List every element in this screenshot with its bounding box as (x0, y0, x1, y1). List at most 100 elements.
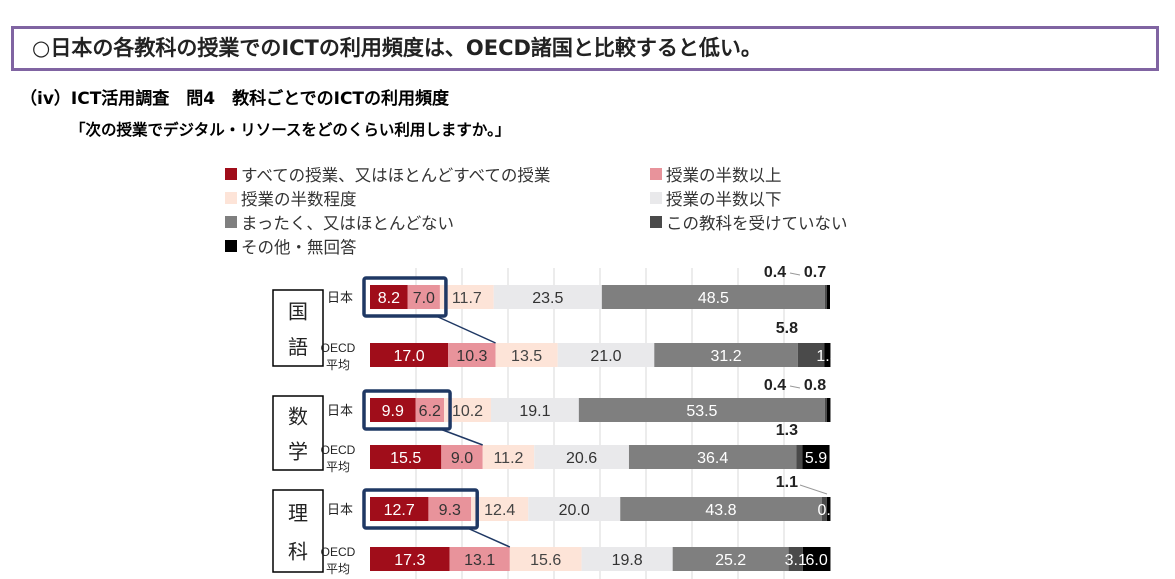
data-label: 9.9 (382, 403, 404, 420)
highlight-box (362, 276, 448, 318)
bar-segment (802, 445, 830, 469)
highlight-connector (439, 428, 483, 446)
legend-item-other: その他・無回答 (225, 234, 357, 258)
data-label: 10.2 (452, 403, 483, 420)
data-label-above: 1.1 (776, 474, 798, 491)
bar-segment (471, 497, 529, 521)
subject-label: 科 (288, 541, 308, 564)
bar-segment (370, 398, 416, 422)
highlight-connector (466, 527, 511, 548)
bar-segment (824, 285, 827, 309)
row-label: 平均 (326, 562, 350, 576)
data-label-above: 0.4 (764, 264, 786, 281)
data-label: 21.0 (590, 348, 621, 365)
data-label: 17.0 (394, 348, 425, 365)
data-label-above: 0.8 (804, 377, 826, 394)
legend-item-never: まったく、又はほとんどない (225, 210, 454, 234)
data-label: 5.9 (805, 450, 827, 467)
bar-segment (581, 547, 673, 571)
bar-segment (797, 343, 825, 367)
row-label: OECD (321, 443, 356, 457)
legend-label: 授業の半数以上 (666, 166, 782, 185)
data-label: 31.2 (710, 348, 741, 365)
bar-segment (490, 398, 579, 422)
subject-label: 学 (288, 441, 308, 464)
bar-segment (448, 343, 496, 367)
bar-segment (788, 547, 803, 571)
highlight-connector (435, 315, 496, 344)
leader-line (789, 272, 801, 276)
legend-label: まったく、又はほとんどない (241, 214, 455, 233)
row-label: 日本 (327, 403, 353, 418)
legend-swatch (225, 168, 237, 180)
data-label: 17.3 (394, 552, 425, 569)
row-label: 平均 (326, 460, 350, 474)
bar-segment (428, 497, 472, 521)
bar-segment (444, 398, 491, 422)
subject-label: 語 (288, 336, 308, 359)
bar-segment (796, 445, 803, 469)
data-label: 48.5 (698, 290, 729, 307)
bar-segment (534, 445, 629, 469)
bar-segment (824, 343, 831, 367)
data-label-above: 5.8 (776, 320, 798, 337)
data-label: 6.0 (806, 552, 828, 569)
data-label: 36.4 (697, 450, 728, 467)
data-label: 25.2 (715, 552, 746, 569)
legend-item-all: すべての授業、又はほとんどすべての授業 (225, 162, 550, 186)
subject-label: 国 (288, 301, 308, 323)
data-label: 10.3 (456, 348, 487, 365)
headline: ○日本の各教科の授業でのICTの利用頻度は、OECD諸国と比較すると低い。 (11, 26, 1159, 71)
row-label: 平均 (326, 358, 350, 372)
legend-swatch (650, 168, 662, 180)
legend-swatch (225, 240, 237, 252)
data-label: 7.0 (413, 290, 435, 307)
bar-segment (415, 398, 445, 422)
bar-segment (407, 285, 440, 309)
data-label: 8.2 (378, 290, 400, 307)
data-label-above: 0.7 (804, 264, 826, 281)
data-label: 19.8 (612, 552, 643, 569)
data-label: 12.4 (484, 502, 515, 519)
data-label: 9.3 (439, 502, 461, 519)
bar-segment (493, 285, 602, 309)
leader-line (799, 484, 828, 495)
bar-segment (620, 497, 822, 521)
subject-box (272, 489, 324, 573)
row-label: 日本 (327, 290, 353, 305)
legend-label: この教科を受けていない (666, 214, 848, 233)
legend-swatch (650, 192, 662, 204)
legend-swatch (225, 192, 237, 204)
data-label: 23.5 (532, 290, 563, 307)
row-label: OECD (321, 341, 356, 355)
data-label: 12.7 (384, 502, 415, 519)
bar-segment (439, 285, 494, 309)
bar-segment (528, 497, 621, 521)
bar-segment (802, 547, 831, 571)
legend-item-about-half: 授業の半数程度 (225, 186, 357, 210)
bar-segment (449, 547, 510, 571)
data-label: 15.6 (530, 552, 561, 569)
bar-segment (628, 445, 797, 469)
bar-segment (370, 547, 450, 571)
highlight-box (362, 389, 452, 431)
data-label: 20.6 (566, 450, 597, 467)
data-label: 53.5 (686, 403, 717, 420)
bar-segment (826, 285, 830, 309)
bar-segment (370, 343, 449, 367)
bar-segment (826, 398, 831, 422)
bar-segment (482, 445, 535, 469)
data-label: 19.1 (519, 403, 550, 420)
legend-swatch (650, 216, 662, 228)
legend-label: その他・無回答 (241, 238, 357, 257)
bar-segment (441, 445, 483, 469)
legend-label: 授業の半数以下 (666, 190, 782, 209)
data-label: 13.1 (464, 552, 495, 569)
data-label: 11.7 (452, 290, 482, 307)
data-label: 1.3 (816, 348, 838, 365)
survey-question: 「次の授業でデジタル・リソースをどのくらい利用しますか。」 (70, 121, 511, 139)
bar-segment (509, 547, 582, 571)
data-label: 9.0 (451, 450, 473, 467)
legend-label: 授業の半数程度 (241, 190, 357, 209)
